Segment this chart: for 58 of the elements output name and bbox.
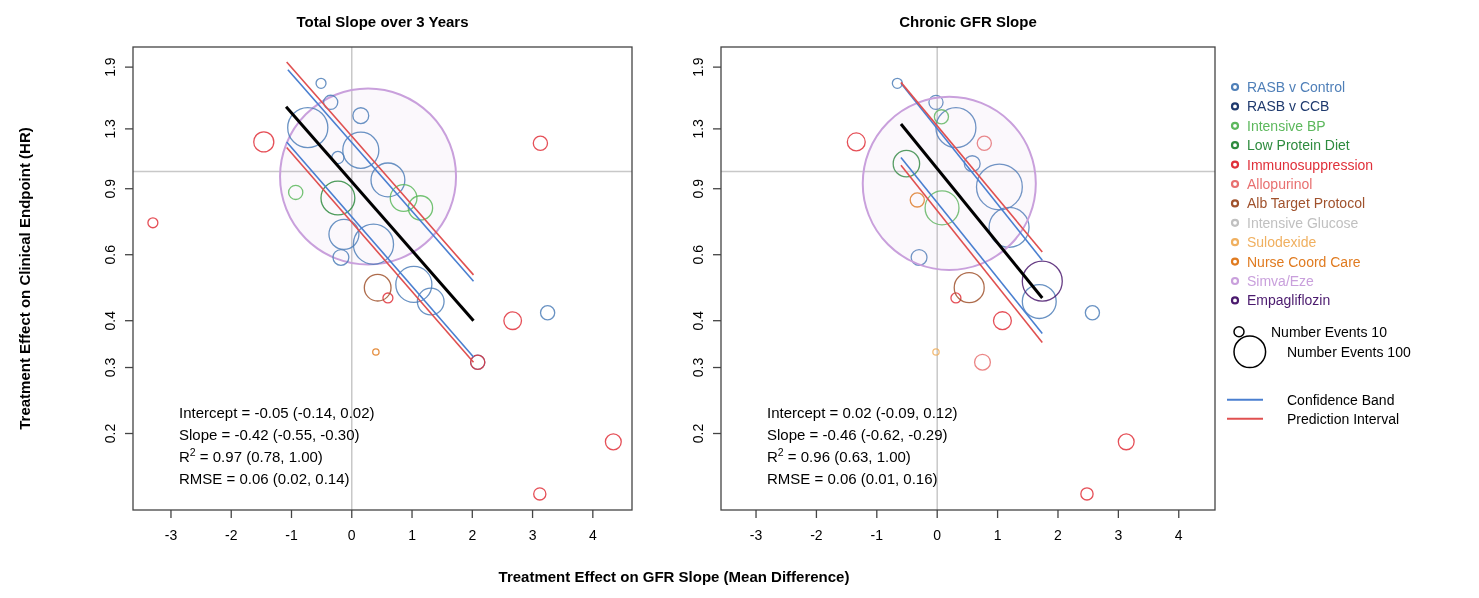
x-tick-label: -1 [870,527,884,543]
legend-label: Confidence Band [1287,391,1395,408]
legend-label: Number Events 100 [1287,343,1411,360]
annotation: Slope = -0.46 (-0.62, -0.29) [767,426,948,443]
y-tick-label: 0.9 [690,178,706,199]
y-tick-label: 1.9 [102,57,118,77]
x-tick-label: -3 [164,527,178,543]
legend-label: Empagliflozin [1247,292,1331,309]
y-axis-title: Treatment Effect on Clinical Endpoint (HR) [16,127,33,430]
y-tick-label: 1.9 [690,57,706,77]
annotation: R$^{2}$ = 0.96 (0.63, 1.00) [767,446,911,465]
y-tick-label: 0.6 [690,244,706,265]
annotation: RMSE = 0.06 (0.01, 0.16) [767,470,938,487]
x-tick-label: 1 [408,527,417,543]
legend-label: Allopurinol [1247,176,1313,192]
y-tick-label: 0.2 [690,423,706,444]
x-axis-title: Treatment Effect on GFR Slope (Mean Difference) [498,568,850,585]
x-tick-label: -2 [810,527,823,543]
legend-label: Immunosuppression [1247,156,1374,173]
x-tick-label: -2 [225,527,238,543]
y-tick-label: 1.3 [690,118,706,139]
legend-label: Prediction Interval [1287,410,1400,427]
legend-label: Number Events 10 [1271,323,1388,340]
legend-label: Nurse Coord Care [1247,253,1361,270]
x-tick-label: 0 [933,527,942,543]
x-tick-label: 2 [1054,527,1063,543]
y-tick-label: 0.9 [102,178,118,199]
chart-title: Chronic GFR Slope [899,13,1037,30]
x-tick-label: 3 [1114,527,1123,543]
legend-label: Simva/Eze [1247,273,1315,289]
annotation: Intercept = -0.05 (-0.14, 0.02) [179,404,375,421]
y-tick-label: 0.4 [690,310,706,331]
x-tick-label: 2 [468,527,477,543]
x-tick-label: -1 [285,527,298,543]
y-tick-label: 0.3 [690,357,706,378]
y-tick-label: 0.4 [102,310,118,331]
y-tick-label: 0.3 [102,357,118,378]
annotation: Slope = -0.42 (-0.55, -0.30) [179,426,360,443]
legend-label: RASB v Control [1247,79,1346,95]
x-tick-label: 0 [347,527,356,543]
y-tick-label: 0.2 [102,423,118,444]
legend-label: Intensive Glucose [1247,214,1359,231]
legend-label: RASB v CCB [1247,98,1330,115]
annotation: Intercept = 0.02 (-0.09, 0.12) [767,404,958,421]
x-tick-label: 3 [528,527,537,543]
legend-label: Sulodexide [1247,234,1317,251]
chart-title: Total Slope over 3 Years [296,13,469,30]
annotation: R$^{2}$ = 0.97 (0.78, 1.00) [179,446,323,465]
legend-label: Alb Target Protocol [1247,195,1366,212]
y-tick-label: 1.3 [102,118,118,139]
x-tick-label: -3 [749,527,763,543]
legend-label: Intensive BP [1247,117,1326,134]
legend-label: Low Protein Diet [1247,137,1350,154]
x-tick-label: 4 [588,527,597,543]
x-tick-label: 1 [993,527,1002,543]
y-tick-label: 0.6 [102,244,118,265]
x-tick-label: 4 [1174,527,1183,543]
annotation: RMSE = 0.06 (0.02, 0.14) [179,470,350,487]
